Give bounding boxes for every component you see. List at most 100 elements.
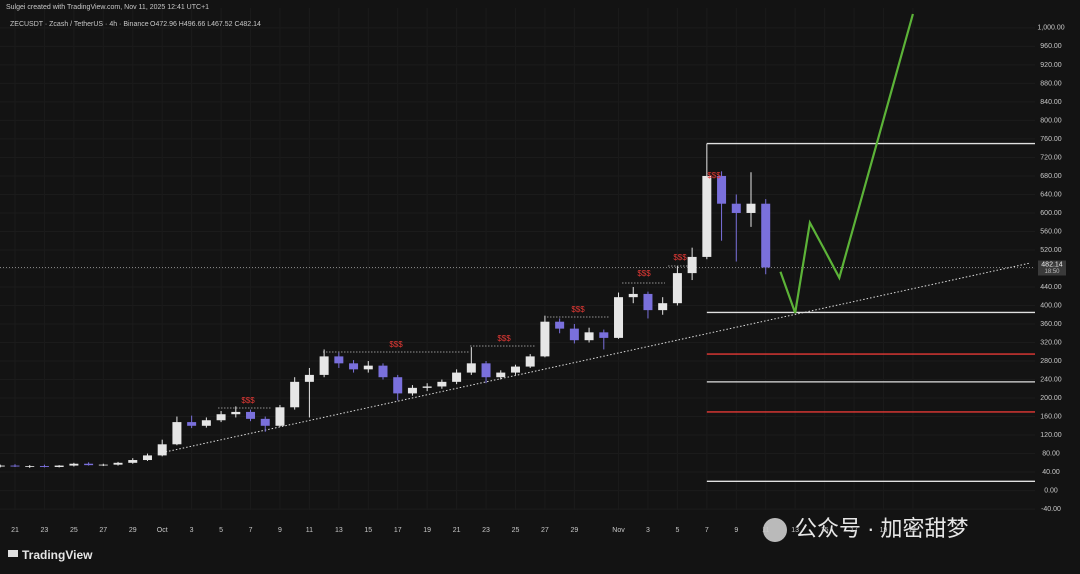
- logo-text: TradingView: [22, 548, 93, 562]
- candle-body: [702, 175, 712, 257]
- liquidity-annotation: $$$: [637, 269, 651, 278]
- candle-body: [172, 422, 182, 445]
- candle-body: [599, 332, 609, 338]
- candle-body: [407, 387, 417, 394]
- candle-body: [466, 363, 476, 373]
- candle-body: [69, 463, 79, 466]
- candle-body: [260, 418, 270, 426]
- candle-body: [687, 256, 697, 274]
- x-tick-label: 27: [99, 527, 107, 534]
- x-tick-label: 5: [219, 527, 223, 534]
- x-tick-label: 11: [306, 527, 313, 534]
- candle-body: [393, 377, 403, 394]
- candle-body: [39, 466, 49, 467]
- y-tick-label: 800.00: [1040, 117, 1062, 124]
- x-tick-label: 3: [190, 527, 194, 534]
- y-tick-label: 360.00: [1040, 321, 1062, 328]
- candle-body: [481, 363, 491, 378]
- candle-body: [628, 293, 638, 298]
- candle-body: [157, 444, 167, 456]
- y-tick-label: 560.00: [1040, 228, 1062, 235]
- candle-body: [525, 356, 535, 367]
- candle-body: [334, 356, 344, 364]
- candle-body: [201, 420, 211, 426]
- candle-body: [349, 363, 359, 370]
- x-tick-label: 29: [129, 527, 137, 534]
- candle-body: [761, 203, 771, 268]
- y-tick-label: 880.00: [1040, 80, 1062, 87]
- x-tick-label: 21: [909, 527, 917, 534]
- candle-body: [746, 203, 756, 213]
- x-tick-label: 17: [394, 527, 402, 534]
- grid: [0, 8, 1035, 510]
- ohlc-values: O472.96 H496.66 L467.52 C482.14: [150, 21, 261, 28]
- candle-body: [84, 463, 94, 466]
- x-tick-label: Oct: [157, 527, 168, 534]
- candle-body: [275, 407, 285, 426]
- candle-body: [731, 203, 741, 213]
- x-tick-label: 3: [646, 527, 650, 534]
- candle-body: [496, 372, 506, 378]
- x-tick-label: 19: [880, 527, 888, 534]
- candle-body: [614, 297, 624, 338]
- candle-body: [304, 374, 314, 382]
- y-tick-label: 80.00: [1042, 450, 1060, 457]
- logo: TradingView: [8, 548, 93, 562]
- x-tick-label: 11: [762, 527, 769, 534]
- y-tick-label: 0.00: [1044, 487, 1058, 494]
- candle-body: [378, 365, 388, 378]
- x-tick-label: 23: [41, 527, 49, 534]
- candle-body: [142, 455, 152, 461]
- candle-body: [569, 328, 579, 341]
- watermark-text: 公众号 · 加密甜梦: [795, 516, 969, 541]
- liquidity-annotation: $$$: [497, 334, 511, 343]
- candle-body: [437, 381, 447, 387]
- y-tick-label: 760.00: [1040, 136, 1062, 143]
- last-price-box: [1038, 260, 1066, 276]
- candle-body: [363, 365, 373, 370]
- last-price-label: 482.14: [1041, 261, 1063, 268]
- logo-icon: [8, 550, 18, 557]
- y-tick-label: 440.00: [1040, 284, 1062, 291]
- y-tick-label: 840.00: [1040, 99, 1062, 106]
- x-tick-label: 7: [705, 527, 709, 534]
- y-tick-label: 160.00: [1040, 413, 1062, 420]
- candle-body: [452, 372, 462, 382]
- y-tick-label: 320.00: [1040, 339, 1062, 346]
- candle-body: [98, 464, 108, 466]
- y-tick-label: 960.00: [1040, 43, 1062, 50]
- liquidity-lines: [218, 265, 690, 409]
- candle-body: [658, 303, 668, 311]
- candle-body: [555, 321, 565, 329]
- y-tick-label: 200.00: [1040, 395, 1062, 402]
- candle-body: [25, 466, 35, 467]
- x-tick-label: 21: [11, 527, 19, 534]
- y-tick-label: 920.00: [1040, 62, 1062, 69]
- x-tick-label: 27: [541, 527, 549, 534]
- symbol-title: ZECUSDT · Zcash / TetherUS · 4h · Binanc…: [10, 21, 149, 28]
- x-tick-label: 15: [364, 527, 372, 534]
- x-tick-label: 25: [512, 527, 520, 534]
- candle-body: [113, 462, 123, 465]
- candle-body: [290, 381, 300, 408]
- x-tick-label: Nov: [612, 527, 625, 534]
- y-tick-label: 1,000.00: [1037, 25, 1064, 32]
- x-tick-label: 13: [791, 527, 799, 534]
- x-tick-label: 7: [249, 527, 253, 534]
- x-tick-label: 25: [70, 527, 78, 534]
- x-tick-label: 9: [278, 527, 282, 534]
- x-tick-label: 29: [570, 527, 578, 534]
- candle-body: [10, 465, 20, 467]
- y-tick-label: -40.00: [1041, 506, 1061, 513]
- candle-body: [672, 273, 682, 304]
- x-tick-label: 19: [423, 527, 431, 534]
- x-tick-label: 5: [675, 527, 679, 534]
- countdown-label: 18:50: [1044, 269, 1060, 275]
- liquidity-annotation: $$$: [707, 171, 721, 180]
- x-tick-label: 21: [453, 527, 461, 534]
- candle-body: [643, 293, 653, 311]
- candle-body: [187, 422, 197, 426]
- projection-line: [779, 13, 914, 314]
- candle-body: [54, 465, 64, 467]
- candle-body: [540, 321, 550, 357]
